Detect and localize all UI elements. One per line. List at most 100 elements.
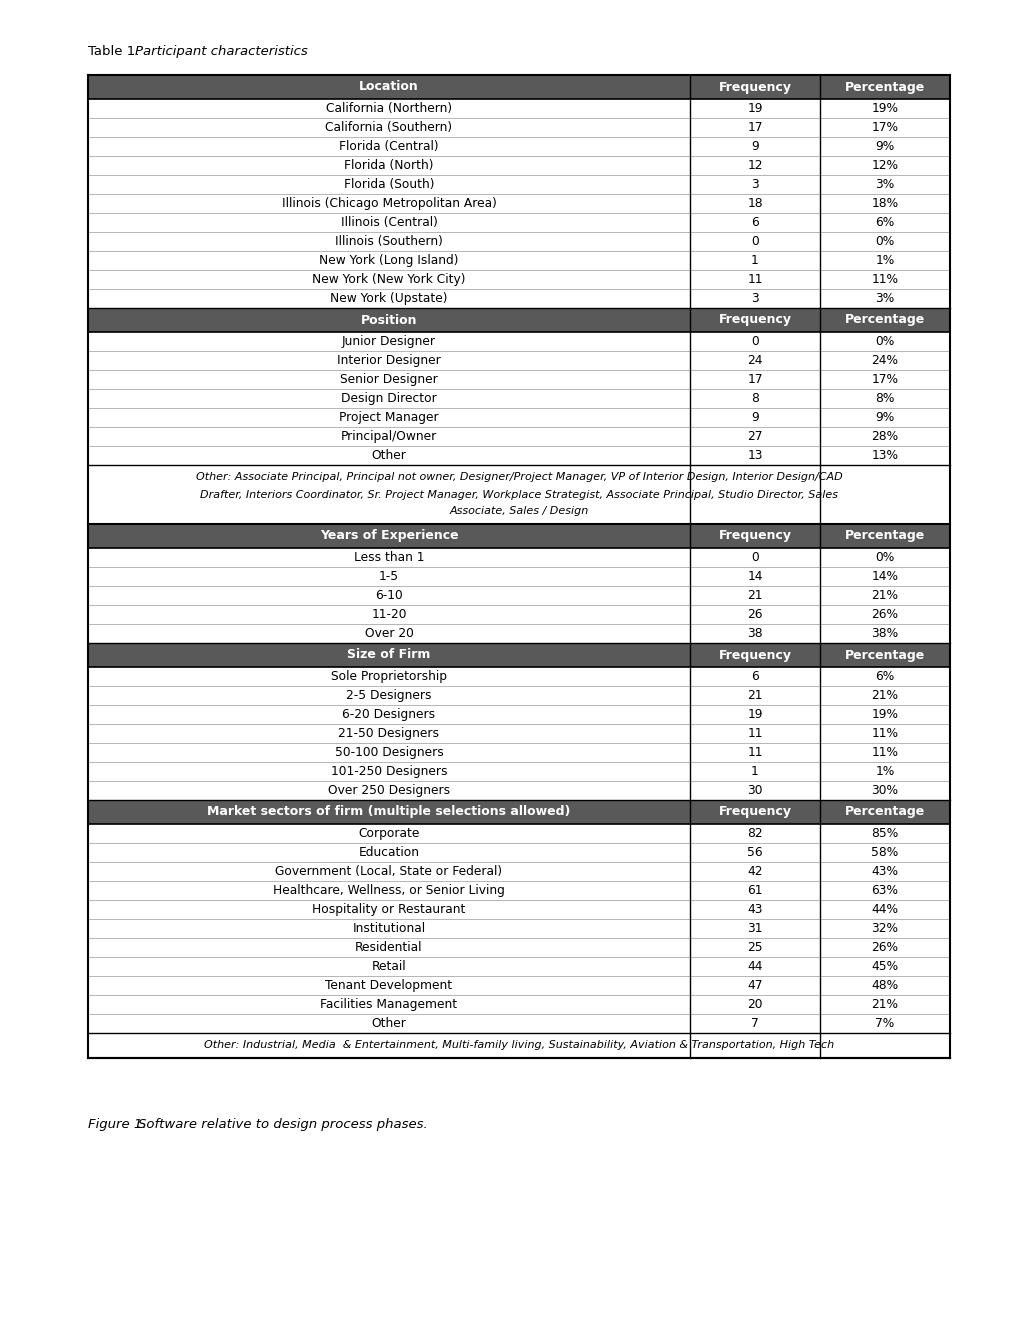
Text: 0%: 0%: [874, 550, 894, 564]
Text: 0: 0: [750, 335, 758, 348]
Text: Percentage: Percentage: [844, 81, 924, 94]
Text: Figure 1.: Figure 1.: [88, 1118, 155, 1131]
Bar: [88, 213, 949, 232]
Text: 101-250 Designers: 101-250 Designers: [330, 766, 446, 777]
Text: Principal/Owner: Principal/Owner: [340, 430, 437, 444]
Text: 26: 26: [747, 609, 762, 620]
Text: 31: 31: [747, 921, 762, 935]
Text: 0%: 0%: [874, 235, 894, 248]
Text: 11%: 11%: [870, 746, 898, 759]
Bar: [88, 667, 949, 686]
Bar: [88, 762, 949, 781]
Text: 17: 17: [747, 121, 762, 135]
Text: 17: 17: [747, 374, 762, 385]
Text: Position: Position: [361, 314, 417, 326]
Text: 19: 19: [747, 102, 762, 115]
Text: New York (Upstate): New York (Upstate): [330, 292, 447, 305]
Bar: [88, 99, 949, 117]
Text: Over 250 Designers: Over 250 Designers: [328, 784, 449, 797]
Text: 56: 56: [747, 846, 762, 859]
Text: Table 1.: Table 1.: [88, 45, 148, 58]
Text: 2-5 Designers: 2-5 Designers: [345, 689, 431, 702]
Text: 19%: 19%: [870, 708, 898, 721]
Text: 48%: 48%: [870, 979, 898, 993]
Text: Other: Associate Principal, Principal not owner, Designer/Project Manager, VP of: Other: Associate Principal, Principal no…: [196, 473, 842, 483]
Text: 8%: 8%: [874, 392, 894, 405]
Text: 1%: 1%: [874, 766, 894, 777]
Bar: [88, 939, 949, 957]
Text: Other: Other: [371, 449, 406, 462]
Text: 6: 6: [750, 216, 758, 228]
Text: 11: 11: [747, 746, 762, 759]
Text: 32%: 32%: [870, 921, 898, 935]
Text: 3%: 3%: [874, 178, 894, 191]
Text: 26%: 26%: [870, 609, 898, 620]
Text: Other: Industrial, Media  & Entertainment, Multi-family living, Sustainability, : Other: Industrial, Media & Entertainment…: [204, 1040, 834, 1051]
Text: 11-20: 11-20: [371, 609, 407, 620]
Text: 11%: 11%: [870, 273, 898, 286]
Text: 3: 3: [750, 292, 758, 305]
Bar: [88, 686, 949, 705]
Text: 7: 7: [750, 1016, 758, 1030]
Text: 24%: 24%: [870, 354, 898, 367]
Text: Illinois (Chicago Metropolitan Area): Illinois (Chicago Metropolitan Area): [281, 197, 496, 210]
Text: 9: 9: [750, 140, 758, 153]
Text: 12%: 12%: [870, 158, 898, 172]
Bar: [88, 389, 949, 408]
Text: Illinois (Southern): Illinois (Southern): [334, 235, 442, 248]
Text: 11%: 11%: [870, 727, 898, 741]
Text: 30%: 30%: [870, 784, 898, 797]
Bar: [88, 705, 949, 723]
Text: 6%: 6%: [874, 216, 894, 228]
Text: Institutional: Institutional: [353, 921, 425, 935]
Text: Healthcare, Wellness, or Senior Living: Healthcare, Wellness, or Senior Living: [273, 884, 504, 898]
Text: 17%: 17%: [870, 374, 898, 385]
Text: Residential: Residential: [355, 941, 422, 954]
Bar: [88, 308, 949, 333]
Text: Junior Designer: Junior Designer: [341, 335, 435, 348]
Text: Senior Designer: Senior Designer: [339, 374, 437, 385]
Text: 38: 38: [747, 627, 762, 640]
Bar: [88, 351, 949, 370]
Text: 50-100 Designers: 50-100 Designers: [334, 746, 443, 759]
Text: 61: 61: [747, 884, 762, 898]
Text: 6-20 Designers: 6-20 Designers: [342, 708, 435, 721]
Text: 3%: 3%: [874, 292, 894, 305]
Text: 27: 27: [747, 430, 762, 444]
Text: 0: 0: [750, 235, 758, 248]
Text: 45%: 45%: [870, 960, 898, 973]
Text: 1: 1: [750, 766, 758, 777]
Text: Florida (North): Florida (North): [344, 158, 433, 172]
Text: 43%: 43%: [870, 865, 898, 878]
Text: 14%: 14%: [870, 570, 898, 583]
Text: Frequency: Frequency: [717, 314, 791, 326]
Bar: [88, 333, 949, 351]
Bar: [88, 880, 949, 900]
Text: Over 20: Over 20: [364, 627, 413, 640]
Text: 25: 25: [747, 941, 762, 954]
Text: Years of Experience: Years of Experience: [319, 529, 458, 543]
Text: Tenant Development: Tenant Development: [325, 979, 452, 993]
Text: 21: 21: [747, 689, 762, 702]
Text: Percentage: Percentage: [844, 529, 924, 543]
Text: Drafter, Interiors Coordinator, Sr. Project Manager, Workplace Strategist, Assoc: Drafter, Interiors Coordinator, Sr. Proj…: [200, 490, 838, 499]
Text: Frequency: Frequency: [717, 805, 791, 818]
Text: 24: 24: [747, 354, 762, 367]
Text: Project Manager: Project Manager: [339, 411, 438, 424]
Text: 26%: 26%: [870, 941, 898, 954]
Text: 11: 11: [747, 273, 762, 286]
Text: 6-10: 6-10: [375, 589, 403, 602]
Text: Participant characteristics: Participant characteristics: [135, 45, 308, 58]
Text: 19%: 19%: [870, 102, 898, 115]
Text: 18%: 18%: [870, 197, 898, 210]
Text: California (Southern): California (Southern): [325, 121, 452, 135]
Text: 3: 3: [750, 178, 758, 191]
Text: New York (Long Island): New York (Long Island): [319, 253, 459, 267]
Text: Frequency: Frequency: [717, 81, 791, 94]
Bar: [88, 568, 949, 586]
Text: 0%: 0%: [874, 335, 894, 348]
Text: 17%: 17%: [870, 121, 898, 135]
Text: 21%: 21%: [870, 998, 898, 1011]
Text: Associate, Sales / Design: Associate, Sales / Design: [449, 507, 588, 516]
Text: 9%: 9%: [874, 140, 894, 153]
